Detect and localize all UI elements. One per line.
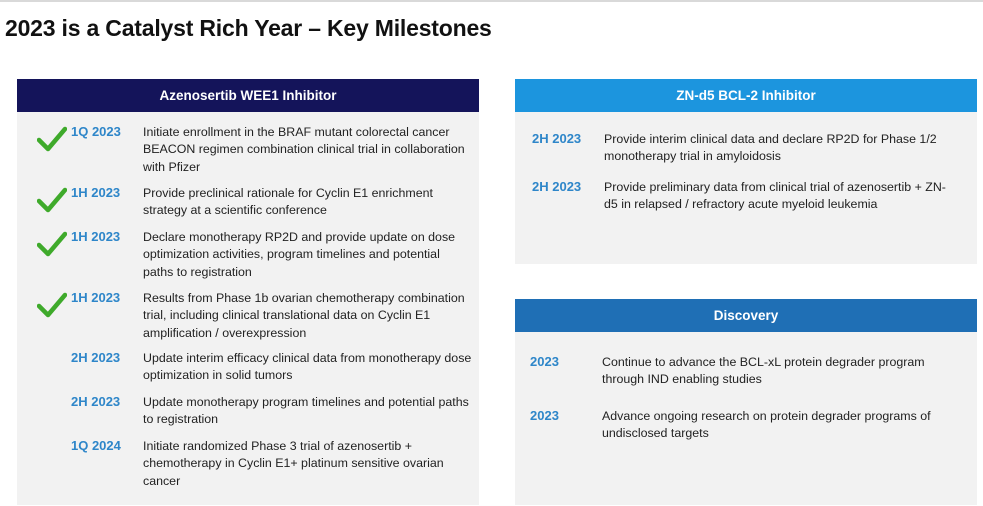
milestone-date: 2H 2023 <box>71 350 121 365</box>
milestone-text: Provide preliminary data from clinical t… <box>604 180 946 212</box>
top-divider <box>0 0 983 2</box>
milestone-text: Update monotherapy program timelines and… <box>143 395 469 427</box>
check-icon <box>37 292 67 318</box>
page-title: 2023 is a Catalyst Rich Year – Key Miles… <box>5 15 492 41</box>
milestone-text: Provide preclinical rationale for Cyclin… <box>143 186 433 218</box>
milestone-text: Update interim efficacy clinical data fr… <box>143 351 472 383</box>
milestone-text: Initiate randomized Phase 3 trial of aze… <box>143 439 444 488</box>
milestone-date: 2023 <box>530 408 559 423</box>
discovery-panel: Discovery 2023 Continue to advance the B… <box>515 299 977 505</box>
milestone-date: 2H 2023 <box>532 131 582 146</box>
milestone-date: 1H 2023 <box>71 290 121 305</box>
zn-d5-panel-header: ZN-d5 BCL-2 Inhibitor <box>515 79 977 112</box>
zn-d5-panel: ZN-d5 BCL-2 Inhibitor 2H 2023 Provide in… <box>515 79 977 264</box>
azenosertib-panel: Azenosertib WEE1 Inhibitor 1Q 2023 Initi… <box>17 79 479 505</box>
milestone-date: 2023 <box>530 354 559 369</box>
check-icon <box>37 126 67 152</box>
milestone-date: 1Q 2023 <box>71 124 121 139</box>
check-icon <box>37 187 67 213</box>
milestone-date: 2H 2023 <box>71 394 121 409</box>
milestone-date: 2H 2023 <box>532 179 582 194</box>
milestone-text: Continue to advance the BCL-xL protein d… <box>602 355 925 387</box>
milestone-text: Provide interim clinical data and declar… <box>604 132 937 164</box>
milestone-date: 1Q 2024 <box>71 438 121 453</box>
milestone-text: Results from Phase 1b ovarian chemothera… <box>143 291 465 340</box>
azenosertib-panel-header: Azenosertib WEE1 Inhibitor <box>17 79 479 112</box>
milestone-text: Initiate enrollment in the BRAF mutant c… <box>143 125 465 174</box>
milestone-date: 1H 2023 <box>71 229 121 244</box>
milestone-date: 1H 2023 <box>71 185 121 200</box>
milestone-text: Declare monotherapy RP2D and provide upd… <box>143 230 456 279</box>
check-icon <box>37 231 67 257</box>
discovery-panel-header: Discovery <box>515 299 977 332</box>
milestone-text: Advance ongoing research on protein degr… <box>602 409 931 441</box>
